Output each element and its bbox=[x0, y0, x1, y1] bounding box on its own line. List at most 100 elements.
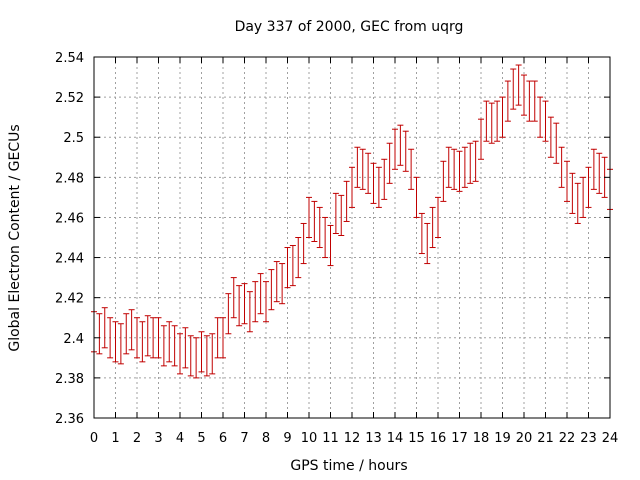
x-tick-label: 5 bbox=[197, 431, 205, 446]
x-tick-label: 7 bbox=[240, 431, 248, 446]
data-point bbox=[461, 146, 468, 188]
x-tick-label: 12 bbox=[344, 431, 361, 446]
data-point bbox=[123, 313, 130, 355]
data-point bbox=[499, 96, 506, 138]
x-tick-label: 0 bbox=[90, 431, 98, 446]
data-point bbox=[435, 196, 441, 238]
data-point bbox=[193, 337, 200, 379]
x-tick-label: 18 bbox=[473, 431, 490, 446]
data-point bbox=[220, 317, 226, 359]
data-point bbox=[558, 146, 565, 188]
data-point bbox=[316, 206, 323, 249]
data-point bbox=[392, 128, 398, 170]
x-tick-label: 16 bbox=[430, 431, 447, 446]
x-tick-label: 14 bbox=[387, 431, 404, 446]
y-tick-label: 2.44 bbox=[55, 252, 84, 267]
data-point bbox=[209, 333, 216, 375]
data-point bbox=[198, 331, 205, 373]
data-point bbox=[354, 146, 361, 188]
data-point bbox=[564, 160, 570, 202]
x-tick-label: 21 bbox=[537, 431, 554, 446]
data-point bbox=[553, 122, 560, 164]
data-point bbox=[343, 180, 350, 222]
x-tick-label: 15 bbox=[408, 431, 425, 446]
data-point bbox=[150, 317, 157, 359]
x-tick-label: 3 bbox=[154, 431, 162, 446]
data-point bbox=[252, 281, 259, 323]
data-point bbox=[128, 309, 135, 351]
y-tick-label: 2.42 bbox=[55, 292, 84, 307]
data-point bbox=[279, 263, 286, 305]
data-point bbox=[542, 100, 549, 142]
data-point bbox=[547, 116, 554, 158]
data-point bbox=[327, 224, 334, 267]
data-point bbox=[483, 100, 490, 142]
data-point bbox=[381, 158, 388, 200]
data-point bbox=[445, 146, 452, 188]
data-point bbox=[166, 321, 173, 363]
data-point bbox=[590, 148, 597, 190]
data-point bbox=[306, 196, 312, 238]
y-tick-label: 2.48 bbox=[55, 171, 84, 186]
x-tick-label: 8 bbox=[262, 431, 270, 446]
data-point bbox=[263, 281, 269, 323]
data-point bbox=[257, 273, 264, 315]
x-tick-label: 17 bbox=[451, 431, 468, 446]
data-point bbox=[322, 216, 329, 259]
data-point bbox=[112, 321, 119, 363]
data-point bbox=[504, 80, 511, 122]
y-tick-label: 2.36 bbox=[55, 412, 84, 427]
data-point bbox=[596, 152, 603, 194]
data-point bbox=[225, 293, 232, 335]
data-point bbox=[107, 317, 114, 359]
data-point bbox=[408, 148, 415, 190]
data-point bbox=[236, 285, 243, 327]
data-point bbox=[177, 333, 183, 375]
y-tick-label: 2.5 bbox=[63, 131, 84, 146]
data-point bbox=[537, 96, 544, 138]
data-point bbox=[134, 317, 140, 359]
data-point bbox=[160, 325, 167, 367]
x-tick-label: 22 bbox=[559, 431, 576, 446]
data-point bbox=[359, 148, 366, 190]
x-tick-label: 4 bbox=[176, 431, 184, 446]
y-tick-label: 2.54 bbox=[55, 51, 84, 66]
data-point bbox=[139, 321, 146, 363]
data-point bbox=[510, 68, 517, 110]
data-layer bbox=[91, 64, 613, 379]
x-tick-label: 6 bbox=[219, 431, 227, 446]
data-point bbox=[295, 237, 302, 279]
data-point bbox=[456, 150, 463, 192]
data-point bbox=[569, 172, 576, 214]
data-point bbox=[187, 335, 194, 377]
data-point bbox=[101, 307, 108, 349]
data-point bbox=[144, 315, 151, 357]
data-point bbox=[526, 80, 533, 122]
data-point bbox=[521, 74, 527, 116]
data-point bbox=[488, 102, 495, 144]
data-point bbox=[424, 222, 431, 265]
x-tick-label: 9 bbox=[283, 431, 291, 446]
x-tick-label: 13 bbox=[365, 431, 382, 446]
data-point bbox=[203, 335, 210, 377]
x-tick-label: 20 bbox=[516, 431, 533, 446]
data-point bbox=[349, 166, 355, 208]
data-point bbox=[467, 142, 474, 184]
grid-layer bbox=[94, 57, 610, 418]
x-tick-label: 1 bbox=[111, 431, 119, 446]
data-point bbox=[472, 140, 479, 182]
x-tick-label: 19 bbox=[494, 431, 511, 446]
x-tick-label: 11 bbox=[322, 431, 339, 446]
data-point bbox=[429, 206, 436, 249]
y-tick-label: 2.52 bbox=[55, 91, 84, 106]
data-point bbox=[440, 160, 447, 202]
data-point bbox=[418, 212, 425, 255]
data-point bbox=[478, 118, 484, 160]
data-point bbox=[397, 124, 404, 166]
x-tick-label: 10 bbox=[301, 431, 318, 446]
y-tick-label: 2.46 bbox=[55, 211, 84, 226]
data-point bbox=[332, 192, 339, 234]
data-point bbox=[580, 176, 587, 218]
data-point bbox=[171, 325, 178, 367]
data-point bbox=[365, 152, 372, 194]
